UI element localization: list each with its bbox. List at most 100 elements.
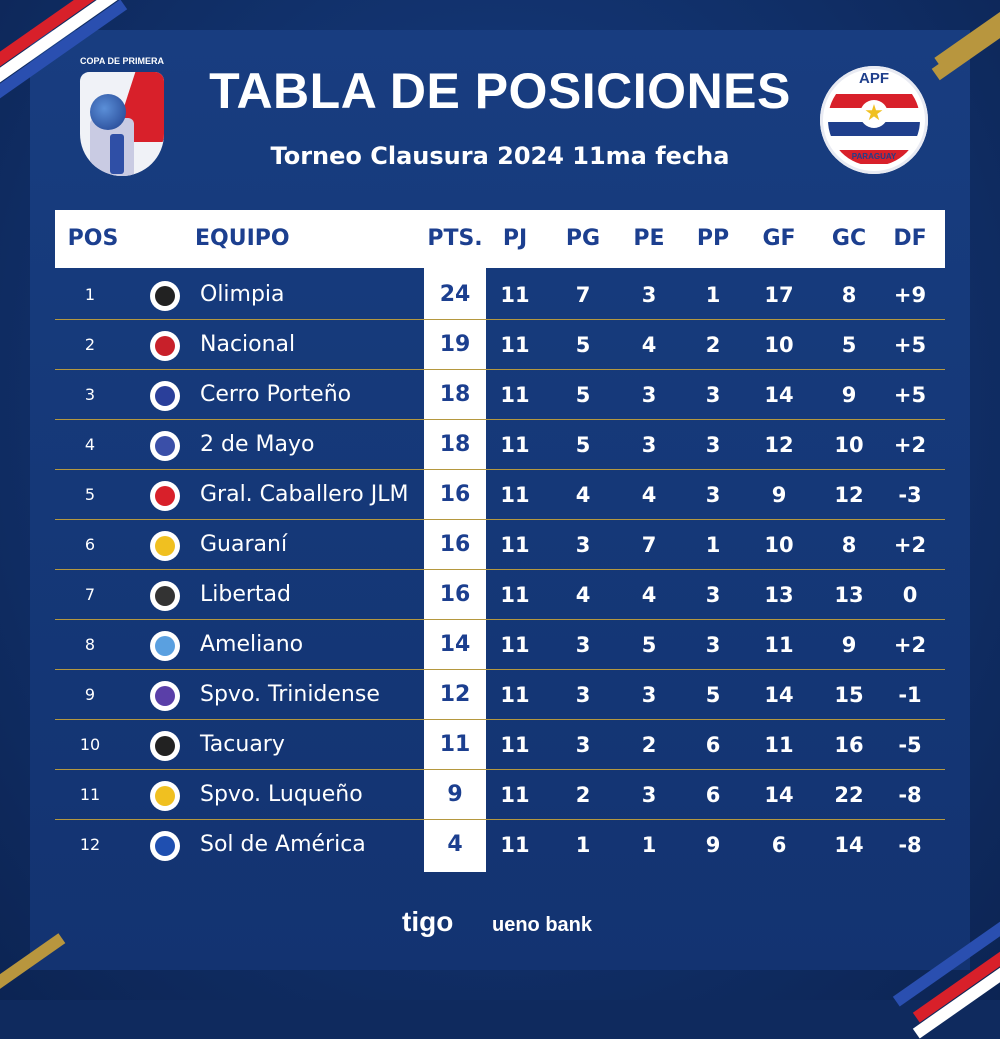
cell-pp: 3 xyxy=(705,583,721,607)
cell-gc: 8 xyxy=(841,533,857,557)
row-separator xyxy=(55,319,945,320)
football-icon xyxy=(90,94,126,130)
content-frame xyxy=(30,30,970,970)
cell-pg: 4 xyxy=(575,583,591,607)
cell-pp: 3 xyxy=(705,433,721,457)
table-row: 8 Ameliano 14 11 3 5 3 11 9 +2 xyxy=(55,620,945,670)
cell-gc: 10 xyxy=(834,433,864,457)
cell-df: -8 xyxy=(898,783,922,807)
table-header: POS EQUIPO PTS. PJ PG PE PP GF GC DF xyxy=(55,210,945,268)
cell-pos: 8 xyxy=(84,635,96,654)
row-separator xyxy=(55,369,945,370)
cell-gf: 17 xyxy=(764,283,794,307)
cell-gc: 12 xyxy=(834,483,864,507)
row-separator xyxy=(55,519,945,520)
cell-df: 0 xyxy=(902,583,918,607)
cell-pj: 11 xyxy=(500,333,530,357)
cell-pg: 4 xyxy=(575,483,591,507)
cell-pe: 7 xyxy=(641,533,657,557)
cell-pj: 11 xyxy=(500,283,530,307)
row-separator xyxy=(55,619,945,620)
apf-logo: APF ★ PARAGUAY xyxy=(820,66,928,174)
col-header-pg: PG xyxy=(565,226,601,251)
cell-gf: 10 xyxy=(764,533,794,557)
cell-team: Guaraní xyxy=(200,532,288,557)
cell-team: Olimpia xyxy=(200,282,285,307)
cell-team: Spvo. Trinidense xyxy=(200,682,380,707)
cell-team: Gral. Caballero JLM xyxy=(200,482,409,507)
cell-team: Ameliano xyxy=(200,632,304,657)
cell-pj: 11 xyxy=(500,433,530,457)
col-header-gf: GF xyxy=(762,226,796,251)
cell-gc: 5 xyxy=(841,333,857,357)
cell-pj: 11 xyxy=(500,533,530,557)
cell-pe: 3 xyxy=(641,283,657,307)
cell-pos: 12 xyxy=(79,835,101,854)
cell-pos: 7 xyxy=(84,585,96,604)
col-header-gc: GC xyxy=(831,226,867,251)
cell-team: Nacional xyxy=(200,332,296,357)
team-crest-icon xyxy=(150,831,180,861)
sponsor-tigo: tigo xyxy=(402,906,454,937)
cell-pos: 10 xyxy=(79,735,101,754)
cell-pts: 16 xyxy=(439,482,471,507)
team-crest-icon xyxy=(150,431,180,461)
table-row: 1 Olimpia 24 11 7 3 1 17 8 +9 xyxy=(55,270,945,320)
cell-df: -1 xyxy=(898,683,922,707)
logo-shield xyxy=(80,72,164,176)
cell-gf: 13 xyxy=(764,583,794,607)
cell-df: -8 xyxy=(898,833,922,857)
table-row: 11 Spvo. Luqueño 9 11 2 3 6 14 22 -8 xyxy=(55,770,945,820)
team-crest-icon xyxy=(150,631,180,661)
cell-pj: 11 xyxy=(500,683,530,707)
cell-pos: 1 xyxy=(84,285,96,304)
table-row: 9 Spvo. Trinidense 12 11 3 3 5 14 15 -1 xyxy=(55,670,945,720)
cell-pos: 3 xyxy=(84,385,96,404)
cell-team: Sol de América xyxy=(200,832,366,857)
apf-logo-text: APF xyxy=(859,70,889,87)
cell-gf: 11 xyxy=(764,733,794,757)
cell-pe: 4 xyxy=(641,583,657,607)
cell-pp: 2 xyxy=(705,333,721,357)
cell-pg: 7 xyxy=(575,283,591,307)
cell-team: 2 de Mayo xyxy=(200,432,315,457)
col-header-team: EQUIPO xyxy=(195,226,290,251)
cell-pts: 11 xyxy=(439,732,471,757)
cell-df: -5 xyxy=(898,733,922,757)
cell-pos: 6 xyxy=(84,535,96,554)
cell-pp: 9 xyxy=(705,833,721,857)
cell-pg: 3 xyxy=(575,733,591,757)
sponsor-ueno-bank: ueno bank xyxy=(492,914,593,936)
cell-pp: 6 xyxy=(705,733,721,757)
cell-pts: 9 xyxy=(447,782,463,807)
table-row: 4 2 de Mayo 18 11 5 3 3 12 10 +2 xyxy=(55,420,945,470)
star-icon: ★ xyxy=(860,100,888,128)
team-crest-icon xyxy=(150,381,180,411)
row-separator xyxy=(55,469,945,470)
cell-pts: 4 xyxy=(447,832,463,857)
cell-pts: 18 xyxy=(439,432,471,457)
cell-pe: 3 xyxy=(641,783,657,807)
team-crest-icon xyxy=(150,581,180,611)
apf-logo-country: PARAGUAY xyxy=(851,152,897,161)
cell-df: +2 xyxy=(893,433,927,457)
cell-gf: 14 xyxy=(764,683,794,707)
cell-pg: 2 xyxy=(575,783,591,807)
row-separator xyxy=(55,419,945,420)
row-separator xyxy=(55,569,945,570)
table-row: 7 Libertad 16 11 4 4 3 13 13 0 xyxy=(55,570,945,620)
cell-pp: 6 xyxy=(705,783,721,807)
cell-gc: 13 xyxy=(834,583,864,607)
cell-pos: 11 xyxy=(79,785,101,804)
cell-pj: 11 xyxy=(500,733,530,757)
logo-left-text: COPA DE PRIMERA xyxy=(79,56,164,66)
col-header-pos: POS xyxy=(67,226,119,251)
cell-pg: 3 xyxy=(575,533,591,557)
sponsors-bar: tigo ueno bank xyxy=(0,906,1000,946)
cell-gf: 9 xyxy=(771,483,787,507)
cell-pj: 11 xyxy=(500,783,530,807)
table-row: 6 Guaraní 16 11 3 7 1 10 8 +2 xyxy=(55,520,945,570)
cell-pe: 3 xyxy=(641,383,657,407)
cell-pg: 1 xyxy=(575,833,591,857)
cell-pe: 4 xyxy=(641,483,657,507)
